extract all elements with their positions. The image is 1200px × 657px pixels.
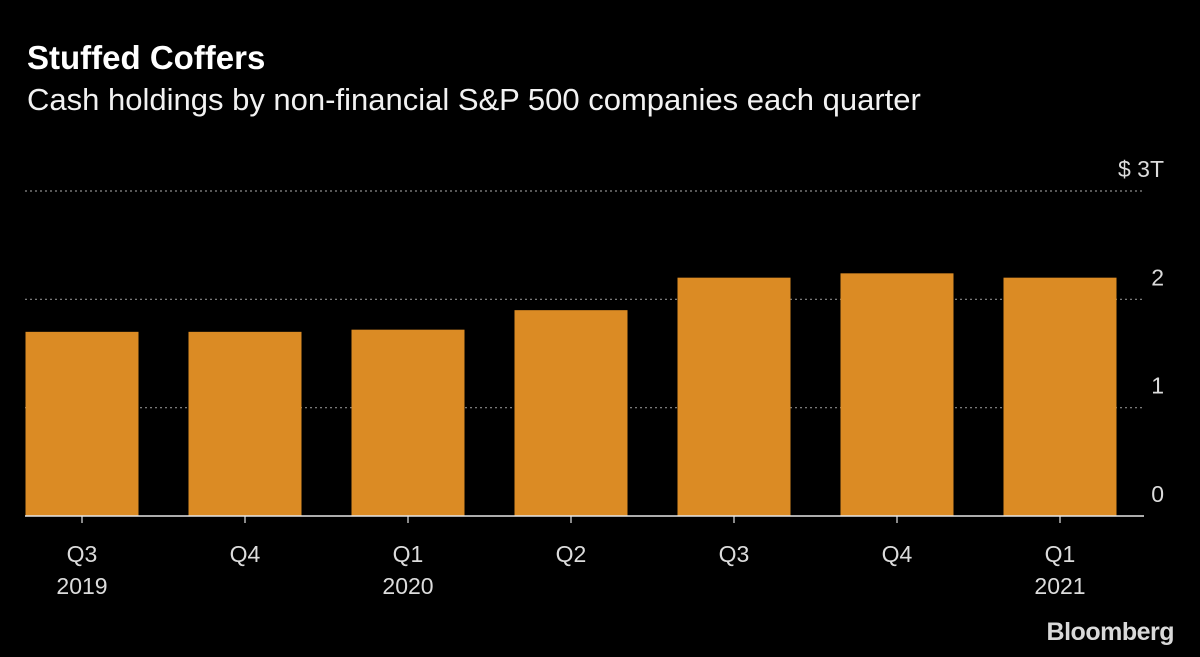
bar (351, 329, 465, 516)
bar (25, 331, 139, 516)
bars (25, 273, 1117, 516)
bar (514, 310, 628, 516)
y-tick-label: 1 (1151, 373, 1164, 399)
y-tick-labels: 0 1 2 $ 3T (1118, 156, 1164, 507)
bar (188, 331, 302, 516)
bar (840, 273, 954, 516)
x-tick-labels: Q3 2019 Q4 Q1 2020 Q2 Q3 Q4 Q1 2021 (56, 541, 1085, 599)
x-tick-label-quarter: Q1 (1045, 541, 1076, 567)
x-tick-label-year: 2020 (382, 573, 433, 599)
x-tick-label-quarter: Q2 (556, 541, 587, 567)
x-tick-label-quarter: Q3 (67, 541, 98, 567)
x-tick-label-quarter: Q4 (230, 541, 261, 567)
chart-subtitle: Cash holdings by non-financial S&P 500 c… (27, 82, 921, 117)
chart-title: Stuffed Coffers (27, 39, 266, 76)
y-tick-label: 2 (1151, 264, 1164, 290)
x-axis (25, 515, 1144, 523)
x-tick-label-quarter: Q4 (882, 541, 913, 567)
x-tick-label-year: 2021 (1034, 573, 1085, 599)
bloomberg-logo: Bloomberg (1046, 618, 1175, 646)
bar (677, 277, 791, 516)
y-tick-label: $ 3T (1118, 156, 1164, 182)
x-tick-label-year: 2019 (56, 573, 107, 599)
y-tick-label: 0 (1151, 481, 1164, 507)
x-tick-label-quarter: Q3 (719, 541, 750, 567)
bar (1003, 277, 1117, 516)
x-tick-label-quarter: Q1 (393, 541, 424, 567)
